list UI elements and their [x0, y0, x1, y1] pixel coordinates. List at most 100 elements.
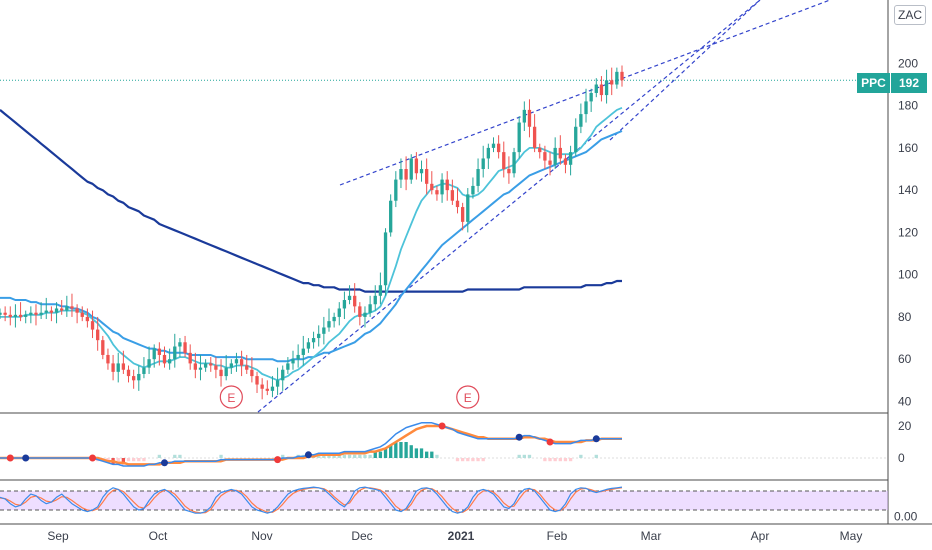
candle-body	[131, 376, 136, 381]
candle-body	[291, 359, 295, 364]
candle-body	[414, 158, 419, 174]
macd-histogram-bar	[558, 458, 562, 462]
candle-body	[34, 312, 38, 315]
candle-body	[70, 306, 74, 309]
macd-histogram-bar	[219, 454, 223, 458]
last-price-tag: PPC 192	[857, 73, 927, 93]
macd-tick-label: 20	[898, 419, 912, 433]
candle-body	[517, 122, 521, 153]
macd-histogram-bar	[399, 442, 403, 458]
macd-histogram-bar	[466, 458, 470, 462]
candle-body	[579, 114, 583, 127]
price-tick-label: 80	[898, 310, 912, 324]
candle-body	[18, 314, 23, 317]
symbol-badge: PPC	[857, 73, 891, 93]
macd-cross-dot	[160, 459, 168, 467]
candle-body	[142, 367, 146, 374]
macd-histogram-bar	[522, 454, 526, 458]
candle-body	[60, 308, 64, 311]
macd-histogram-bar	[419, 448, 424, 458]
macd-panel	[0, 422, 888, 467]
candle-body	[306, 342, 311, 349]
macd-histogram-bar	[106, 458, 110, 462]
price-tick-label: 180	[898, 99, 918, 113]
time-tick-label: Nov	[251, 529, 272, 543]
candle-body	[476, 169, 480, 186]
candle-body	[317, 333, 321, 339]
macd-histogram-bar	[389, 445, 393, 458]
earnings-marker: E	[219, 385, 243, 409]
candle-body	[615, 71, 619, 85]
candle-body	[378, 285, 383, 296]
macd-histogram-bar	[347, 454, 352, 458]
macd-histogram-bar	[414, 448, 419, 458]
candle-body	[39, 312, 43, 315]
candle-body	[553, 147, 557, 165]
candle-body	[167, 359, 172, 364]
candle-body	[162, 354, 167, 364]
candle-body	[224, 367, 228, 377]
candle-body	[558, 147, 562, 159]
candle-body	[404, 169, 408, 180]
macd-histogram-bar	[157, 454, 162, 458]
macd-histogram-bar	[460, 458, 465, 462]
macd-histogram-bar	[373, 451, 377, 458]
macd-histogram-bar	[342, 454, 347, 458]
macd-histogram-bar	[471, 458, 475, 462]
candle-body	[49, 310, 54, 313]
candle-body	[29, 312, 33, 315]
candle-body	[137, 373, 141, 381]
macd-histogram-bar	[394, 442, 398, 458]
macd-cross-dot	[546, 438, 554, 446]
price-tick-label: 100	[898, 268, 918, 282]
price-tick-label: 60	[898, 352, 912, 366]
macd-histogram-bar	[317, 454, 321, 458]
candle-body	[409, 158, 413, 180]
candle-body	[327, 321, 331, 328]
earnings-label: E	[227, 391, 235, 405]
candle-body	[383, 232, 388, 286]
macd-histogram-bar	[409, 445, 413, 458]
candle-body	[445, 179, 449, 191]
candle-body	[157, 348, 162, 355]
macd-histogram-bar	[137, 458, 141, 462]
candle-body	[522, 109, 526, 123]
candle-body	[353, 295, 357, 307]
earnings-marker: E	[456, 385, 480, 409]
time-tick-label: Feb	[547, 529, 568, 543]
candle-body	[229, 363, 233, 368]
trendline-extension	[609, 0, 761, 141]
candle-body	[419, 169, 424, 174]
macd-histogram-bar	[332, 454, 336, 458]
candle-body	[121, 363, 126, 370]
macd-cross-dot	[274, 456, 282, 464]
candle-body	[147, 359, 151, 368]
ma-slow-line	[0, 109, 622, 293]
macd-histogram-bar	[563, 458, 568, 462]
candle-body	[0, 312, 2, 315]
candle-body	[90, 321, 95, 330]
currency-scale-badge[interactable]: ZAC	[894, 5, 926, 25]
macd-histogram-bar	[173, 454, 177, 458]
candle-body	[460, 207, 465, 222]
macd-histogram-bar	[131, 458, 136, 462]
candle-body	[260, 384, 264, 389]
price-tick-label: 160	[898, 141, 918, 155]
stochastic-tick-label: 0.00	[894, 509, 918, 523]
candle-body	[13, 314, 18, 317]
macd-histogram-bar	[594, 454, 598, 458]
macd-cross-dot	[6, 454, 14, 462]
price-tick-label: 40	[898, 394, 912, 408]
candle-body	[44, 310, 48, 313]
candle-body	[594, 84, 598, 93]
ma-fast-line	[0, 106, 623, 382]
candle-body	[430, 183, 434, 191]
macd-histogram-bar	[435, 454, 439, 458]
candle-body	[527, 109, 532, 127]
candle-body	[209, 363, 213, 366]
macd-histogram-bar	[404, 442, 408, 458]
candle-body	[486, 147, 491, 159]
candle-body	[394, 179, 398, 201]
